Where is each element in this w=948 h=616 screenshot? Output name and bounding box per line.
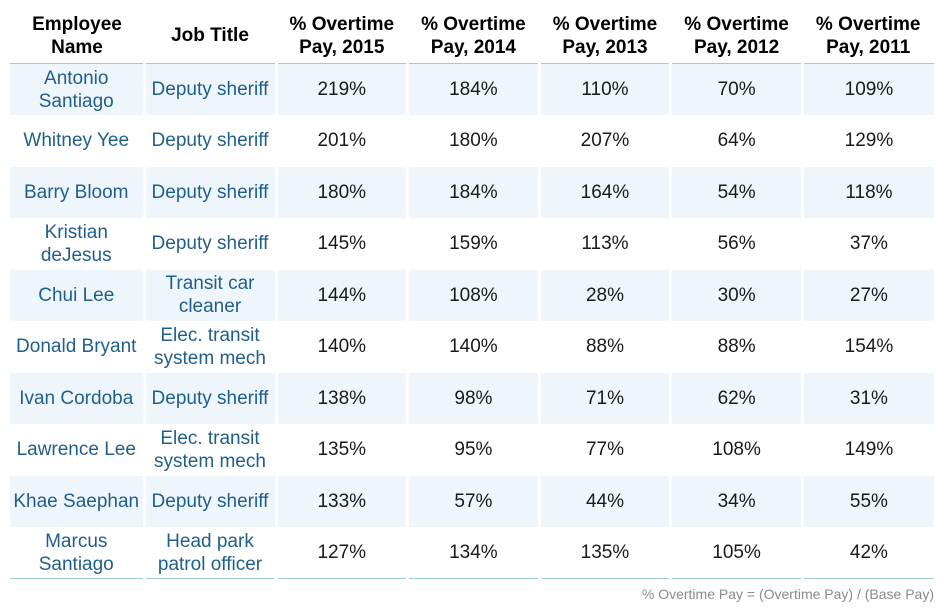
employee-name-cell: Lawrence Lee [10,424,144,476]
job-title-cell: Deputy sheriff [142,475,276,527]
overtime-2015-cell: 219% [274,63,408,115]
overtime-2012-cell: 56% [669,218,803,270]
header-job-title: Job Title [144,8,276,64]
overtime-table-container: Employee Name Job Title % Overtime Pay, … [10,8,934,579]
overtime-2013-cell: 113% [537,218,671,270]
header-overtime-2014: % Overtime Pay, 2014 [407,8,540,64]
table-row: Khae Saephan Deputy sheriff 133% 57% 44%… [10,475,934,527]
overtime-2013-cell: 71% [537,372,671,424]
employee-name-cell: Kristian deJesus [10,218,144,270]
overtime-2014-cell: 180% [406,115,540,167]
table-row: Antonio Santiago Deputy sheriff 219% 184… [10,63,934,115]
overtime-2012-cell: 62% [669,372,803,424]
job-title-cell: Deputy sheriff [142,218,276,270]
table-row: Barry Bloom Deputy sheriff 180% 184% 164… [10,166,934,218]
overtime-2011-cell: 109% [800,63,934,115]
overtime-2011-cell: 31% [800,372,934,424]
header-overtime-2015: % Overtime Pay, 2015 [276,8,408,64]
table-row: Whitney Yee Deputy sheriff 201% 180% 207… [10,115,934,167]
overtime-2012-cell: 105% [669,527,803,579]
overtime-2013-cell: 207% [537,115,671,167]
employee-name-cell: Barry Bloom [10,166,144,218]
employee-name-cell: Khae Saephan [10,475,144,527]
overtime-2012-cell: 34% [669,475,803,527]
job-title-cell: Head park patrol officer [142,527,276,579]
overtime-2015-cell: 138% [274,372,408,424]
overtime-2014-cell: 140% [406,321,540,373]
overtime-2013-cell: 164% [537,166,671,218]
employee-name-cell: Donald Bryant [10,321,144,373]
overtime-2015-cell: 180% [274,166,408,218]
employee-name-cell: Whitney Yee [10,115,144,167]
job-title-cell: Deputy sheriff [142,166,276,218]
table-row: Kristian deJesus Deputy sheriff 145% 159… [10,218,934,270]
overtime-2013-cell: 88% [537,321,671,373]
job-title-cell: Deputy sheriff [142,372,276,424]
overtime-2015-cell: 145% [274,218,408,270]
overtime-2015-cell: 135% [274,424,408,476]
overtime-2014-cell: 184% [406,166,540,218]
overtime-2015-cell: 127% [274,527,408,579]
overtime-2011-cell: 129% [800,115,934,167]
overtime-2012-cell: 64% [669,115,803,167]
table-row: Ivan Cordoba Deputy sheriff 138% 98% 71%… [10,372,934,424]
overtime-2013-cell: 28% [537,269,671,321]
overtime-2015-cell: 144% [274,269,408,321]
formula-footnote: % Overtime Pay = (Overtime Pay) / (Base … [641,586,934,602]
overtime-2013-cell: 44% [537,475,671,527]
employee-name-cell: Marcus Santiago [10,527,144,579]
overtime-2014-cell: 184% [406,63,540,115]
overtime-pay-table: Employee Name Job Title % Overtime Pay, … [10,8,934,579]
overtime-2013-cell: 77% [537,424,671,476]
header-employee-name: Employee Name [10,8,144,64]
overtime-2011-cell: 149% [800,424,934,476]
job-title-cell: Deputy sheriff [142,63,276,115]
overtime-2014-cell: 98% [406,372,540,424]
overtime-2015-cell: 133% [274,475,408,527]
employee-name-cell: Ivan Cordoba [10,372,144,424]
header-overtime-2012: % Overtime Pay, 2012 [670,8,803,64]
header-row: Employee Name Job Title % Overtime Pay, … [10,8,934,64]
table-row: Donald Bryant Elec. transit system mech … [10,321,934,373]
overtime-2012-cell: 70% [669,63,803,115]
overtime-2011-cell: 37% [800,218,934,270]
overtime-2012-cell: 88% [669,321,803,373]
header-overtime-2013: % Overtime Pay, 2013 [539,8,671,64]
table-row: Lawrence Lee Elec. transit system mech 1… [10,424,934,476]
overtime-2011-cell: 42% [800,527,934,579]
overtime-2014-cell: 159% [406,218,540,270]
overtime-2012-cell: 54% [669,166,803,218]
overtime-2011-cell: 55% [800,475,934,527]
header-overtime-2011: % Overtime Pay, 2011 [802,8,934,64]
table-body: Antonio Santiago Deputy sheriff 219% 184… [10,63,934,579]
overtime-2014-cell: 57% [406,475,540,527]
overtime-2011-cell: 154% [800,321,934,373]
table-header: Employee Name Job Title % Overtime Pay, … [10,8,934,64]
overtime-2011-cell: 118% [800,166,934,218]
overtime-2014-cell: 108% [406,269,540,321]
overtime-2014-cell: 95% [406,424,540,476]
employee-name-cell: Chui Lee [10,269,144,321]
employee-name-cell: Antonio Santiago [10,63,144,115]
job-title-cell: Elec. transit system mech [142,424,276,476]
overtime-2011-cell: 27% [800,269,934,321]
overtime-2015-cell: 201% [274,115,408,167]
overtime-2013-cell: 110% [537,63,671,115]
job-title-cell: Transit car cleaner [142,269,276,321]
overtime-2014-cell: 134% [406,527,540,579]
overtime-2013-cell: 135% [537,527,671,579]
job-title-cell: Deputy sheriff [142,115,276,167]
table-row: Marcus Santiago Head park patrol officer… [10,527,934,579]
job-title-cell: Elec. transit system mech [142,321,276,373]
overtime-2015-cell: 140% [274,321,408,373]
overtime-2012-cell: 108% [669,424,803,476]
table-row: Chui Lee Transit car cleaner 144% 108% 2… [10,269,934,321]
overtime-2012-cell: 30% [669,269,803,321]
